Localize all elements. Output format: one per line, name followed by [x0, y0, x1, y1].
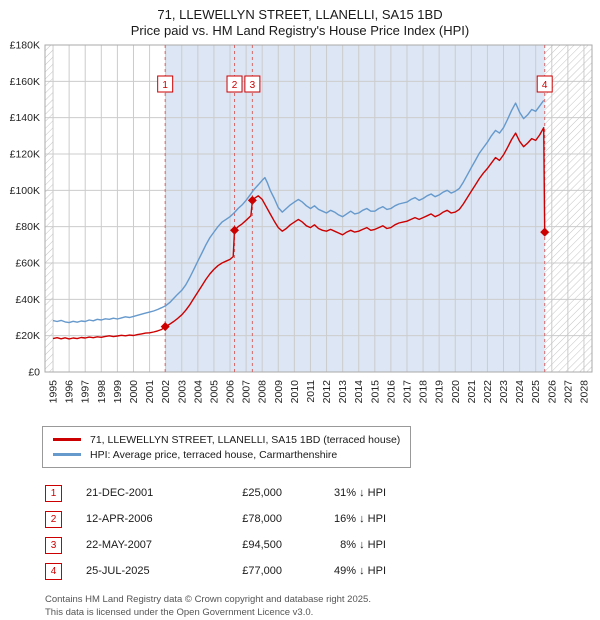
legend-property-label: 71, LLEWELLYN STREET, LLANELLI, SA15 1BD… — [90, 433, 401, 446]
svg-text:2009: 2009 — [273, 380, 285, 404]
transaction-date: 22-MAY-2007 — [86, 539, 153, 551]
transaction-row: 1 21-DEC-2001 £25,000 31% ↓ HPI — [45, 480, 600, 506]
svg-text:2023: 2023 — [498, 380, 510, 404]
transaction-row: 3 22-MAY-2007 £94,500 8% ↓ HPI — [45, 532, 600, 558]
svg-text:2010: 2010 — [289, 380, 301, 404]
svg-text:1998: 1998 — [96, 380, 108, 404]
svg-text:£20K: £20K — [15, 330, 40, 342]
legend-item-hpi: HPI: Average price, terraced house, Carm… — [53, 447, 400, 462]
svg-text:2006: 2006 — [225, 380, 237, 404]
transaction-number-badge: 2 — [45, 510, 62, 528]
svg-text:2015: 2015 — [369, 380, 381, 404]
svg-text:2024: 2024 — [514, 380, 526, 404]
svg-text:2008: 2008 — [257, 380, 269, 404]
svg-text:2007: 2007 — [241, 380, 253, 404]
transaction-price: £25,000 — [242, 487, 282, 499]
svg-text:£100K: £100K — [10, 185, 40, 197]
transaction-price: £94,500 — [242, 539, 282, 551]
svg-text:£140K: £140K — [10, 112, 40, 124]
chart-legend: 71, LLEWELLYN STREET, LLANELLI, SA15 1BD… — [42, 426, 412, 468]
svg-text:2018: 2018 — [418, 380, 430, 404]
svg-text:2017: 2017 — [401, 380, 413, 404]
svg-text:2002: 2002 — [160, 380, 172, 404]
svg-text:2003: 2003 — [176, 380, 188, 404]
svg-text:1995: 1995 — [48, 380, 60, 404]
license-footer: Contains HM Land Registry data © Crown c… — [45, 594, 600, 620]
svg-text:£180K: £180K — [10, 40, 40, 52]
transaction-date: 12-APR-2006 — [86, 513, 153, 525]
svg-text:2028: 2028 — [578, 380, 590, 404]
svg-text:1999: 1999 — [112, 380, 124, 404]
page-title: 71, LLEWELLYN STREET, LLANELLI, SA15 1BD — [157, 7, 443, 22]
svg-text:£120K: £120K — [10, 149, 40, 161]
transaction-number-badge: 1 — [45, 484, 62, 502]
svg-text:2000: 2000 — [128, 380, 140, 404]
svg-text:2004: 2004 — [192, 380, 204, 404]
svg-text:£80K: £80K — [15, 221, 40, 233]
svg-text:2001: 2001 — [144, 380, 156, 404]
svg-text:2025: 2025 — [530, 380, 542, 404]
transaction-price: £78,000 — [242, 513, 282, 525]
hpi-line-swatch-icon — [53, 453, 81, 456]
svg-text:£160K: £160K — [10, 76, 40, 88]
transaction-hpi-delta: 8% ↓ HPI — [340, 539, 386, 551]
svg-text:2011: 2011 — [305, 380, 317, 403]
transaction-date: 25-JUL-2025 — [86, 565, 150, 577]
transaction-row: 4 25-JUL-2025 £77,000 49% ↓ HPI — [45, 558, 600, 584]
transactions-table: 1 21-DEC-2001 £25,000 31% ↓ HPI 2 12-APR… — [45, 480, 600, 584]
chart-header: 71, LLEWELLYN STREET, LLANELLI, SA15 1BD… — [0, 0, 600, 39]
svg-text:£40K: £40K — [15, 294, 40, 306]
svg-text:1: 1 — [162, 80, 168, 91]
svg-text:£0: £0 — [28, 367, 40, 379]
svg-text:2012: 2012 — [321, 380, 333, 404]
svg-text:2026: 2026 — [546, 380, 558, 404]
transaction-date: 21-DEC-2001 — [86, 487, 154, 499]
svg-text:1996: 1996 — [64, 380, 76, 404]
svg-text:2020: 2020 — [450, 380, 462, 404]
page-subtitle: Price paid vs. HM Land Registry's House … — [130, 23, 470, 38]
svg-text:2005: 2005 — [208, 380, 220, 404]
property-line-swatch-icon — [53, 438, 81, 441]
price-chart: £0 £20K £40K £60K £80K £100K £120K £140K £160K £1… — [10, 40, 593, 404]
transaction-hpi-delta: 16% ↓ HPI — [334, 513, 386, 525]
copyright-line-1: Contains HM Land Registry data © Crown c… — [45, 594, 371, 605]
transaction-row: 2 12-APR-2006 £78,000 16% ↓ HPI — [45, 506, 600, 532]
svg-text:2013: 2013 — [337, 380, 349, 404]
legend-hpi-label: HPI: Average price, terraced house, Carm… — [90, 448, 338, 461]
svg-text:2021: 2021 — [466, 380, 478, 404]
svg-text:2: 2 — [232, 80, 238, 91]
svg-text:2022: 2022 — [482, 380, 494, 404]
svg-text:1997: 1997 — [80, 380, 92, 404]
svg-text:2019: 2019 — [434, 380, 446, 404]
transaction-price: £77,000 — [242, 565, 282, 577]
svg-text:2014: 2014 — [353, 380, 365, 404]
svg-text:3: 3 — [250, 80, 256, 91]
legend-item-property: 71, LLEWELLYN STREET, LLANELLI, SA15 1BD… — [53, 432, 400, 447]
transaction-number-badge: 4 — [45, 562, 62, 580]
svg-text:2027: 2027 — [562, 380, 574, 404]
transaction-hpi-delta: 31% ↓ HPI — [334, 487, 386, 499]
svg-text:4: 4 — [542, 80, 548, 91]
svg-text:2016: 2016 — [385, 380, 397, 404]
transaction-hpi-delta: 49% ↓ HPI — [334, 565, 386, 577]
transaction-number-badge: 3 — [45, 536, 62, 554]
svg-text:£60K: £60K — [15, 258, 40, 270]
copyright-line-2: This data is licensed under the Open Gov… — [45, 606, 314, 618]
